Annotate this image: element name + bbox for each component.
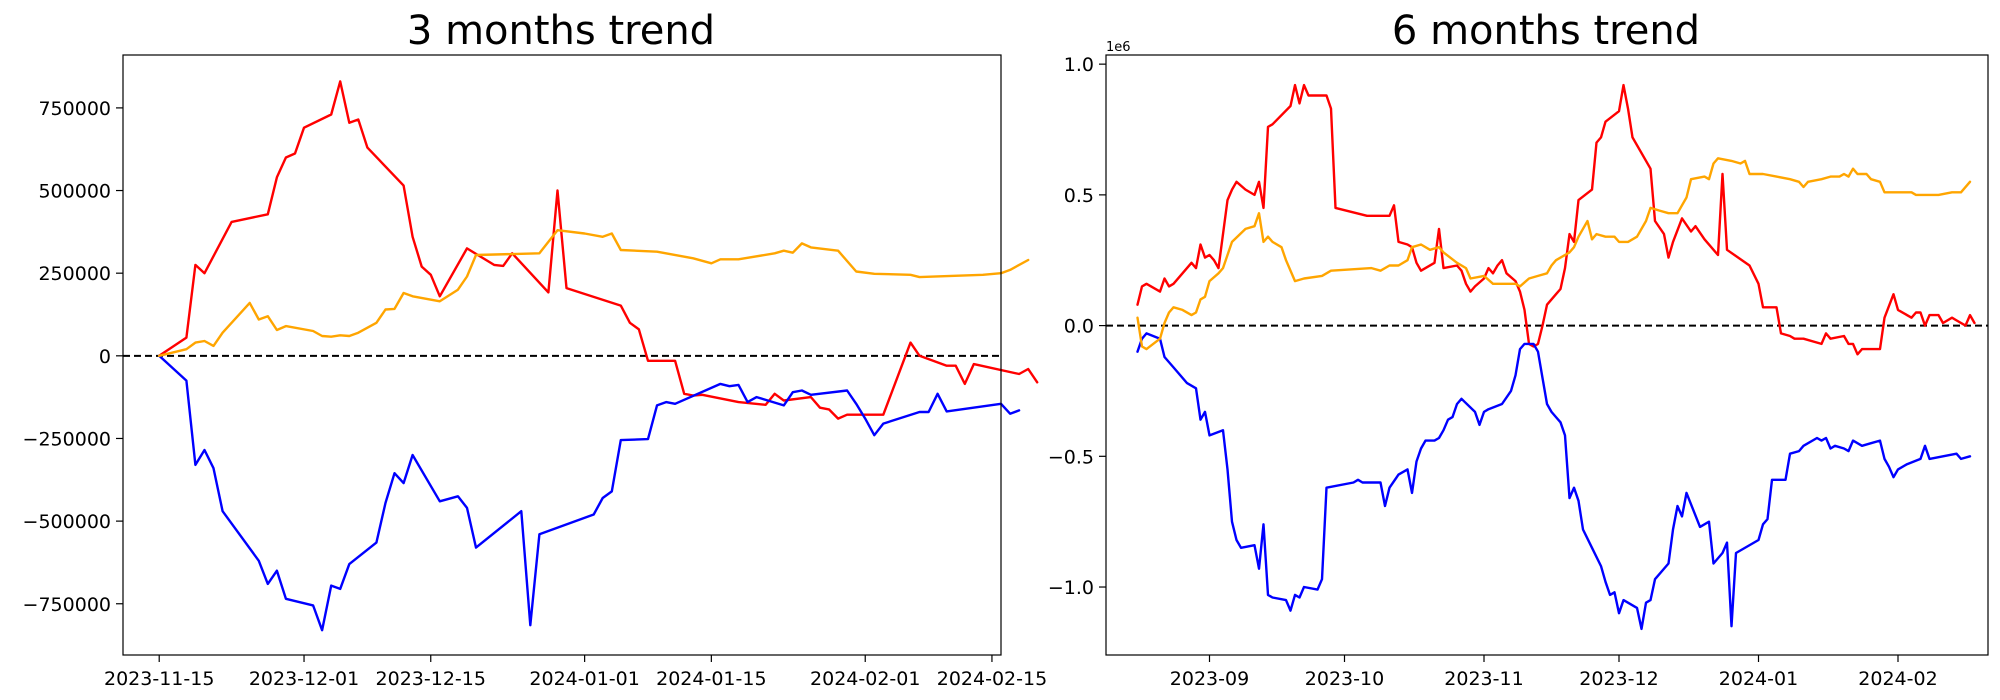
- x-tick-label: 2023-11-15: [104, 668, 214, 690]
- y-tick-label: −1.0: [1048, 577, 1094, 599]
- series-line: [1136, 332, 1972, 631]
- series-line: [1136, 157, 1972, 351]
- chart-title: 6 months trend: [1392, 8, 1700, 54]
- x-tick-label: 2023-12: [1579, 668, 1658, 690]
- x-tick-label: 2023-12-15: [376, 668, 486, 690]
- y-tick-label: 750000: [38, 98, 111, 120]
- y-tick-label: −500000: [23, 511, 111, 533]
- x-tick-label: 2024-01: [1719, 668, 1798, 690]
- x-tick-label: 2024-02: [1858, 668, 1937, 690]
- series-line: [1136, 83, 1976, 356]
- x-tick-label: 2024-02-01: [810, 668, 920, 690]
- y-tick-label: 0.5: [1064, 185, 1094, 207]
- y-tick-label: 0.0: [1064, 316, 1094, 338]
- y-tick-label: 500000: [38, 181, 111, 203]
- x-tick-label: 2024-02-15: [937, 668, 1047, 690]
- series-line: [157, 354, 1021, 632]
- series-line: [157, 80, 1039, 420]
- y-tick-label: −750000: [23, 594, 111, 616]
- y-axis-offset-label: 1e6: [1106, 40, 1131, 55]
- y-tick-label: 0: [99, 346, 111, 368]
- y-tick-label: 250000: [38, 263, 111, 285]
- y-tick-label: −0.5: [1048, 446, 1094, 468]
- x-tick-label: 2024-01-01: [529, 668, 639, 690]
- x-tick-label: 2023-09: [1170, 668, 1249, 690]
- chart-3-months-trend: 3 months trend 2023-11-15 2023-12-01 2023-…: [23, 8, 1048, 690]
- x-tick-label: 2023-10: [1305, 668, 1384, 690]
- x-tick-label: 2023-11: [1444, 668, 1523, 690]
- plot-frame: [1105, 54, 1989, 656]
- x-tick-label: 2024-01-15: [656, 668, 766, 690]
- plot-frame: [122, 54, 1002, 656]
- chart-6-months-trend: 6 months trend 1e6 2023-09 2023-10 2023-11…: [1048, 8, 1989, 690]
- y-tick-label: 1.0: [1064, 54, 1094, 76]
- chart-title: 3 months trend: [407, 8, 715, 54]
- x-tick-label: 2023-12-01: [249, 668, 359, 690]
- series-line: [157, 228, 1030, 357]
- y-tick-label: −250000: [23, 428, 111, 450]
